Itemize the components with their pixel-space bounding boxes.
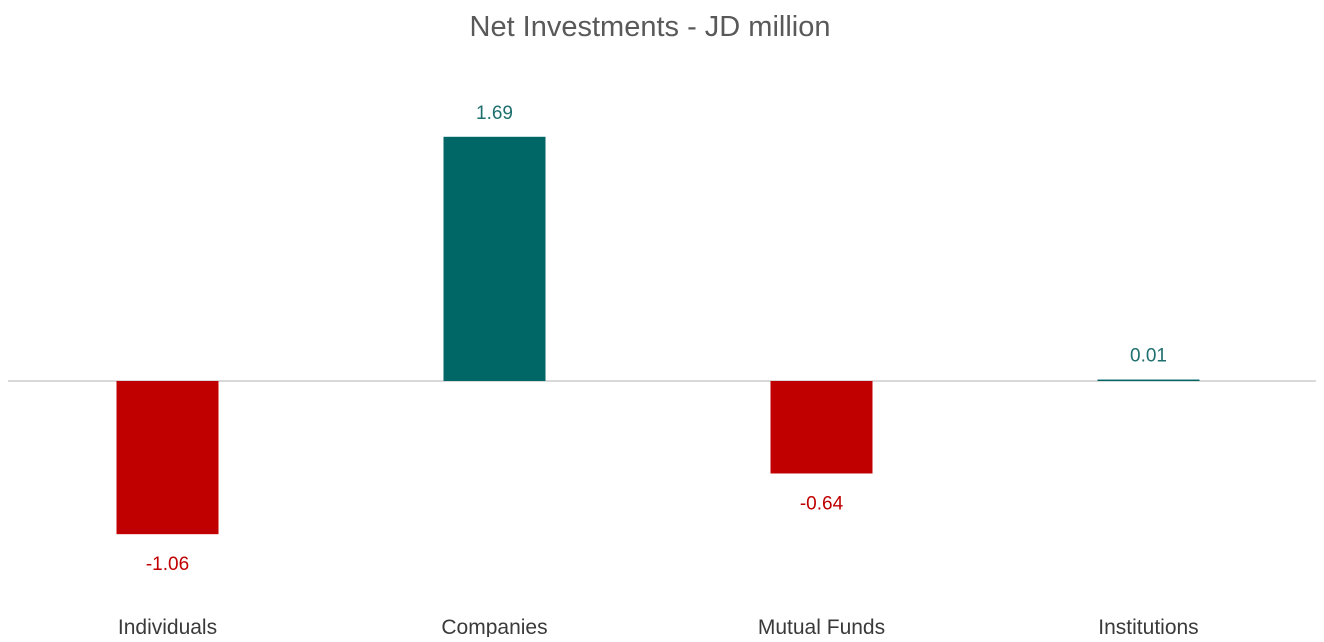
data-label-companies: 1.69 <box>476 103 513 124</box>
bar-mutual-funds <box>770 381 873 474</box>
bar-individuals <box>116 381 219 535</box>
data-label-mutual-funds: -0.64 <box>800 493 844 514</box>
data-label-institutions: 0.01 <box>1130 346 1167 367</box>
category-label-institutions: Institutions <box>1098 616 1198 637</box>
data-label-individuals: -1.06 <box>146 554 189 575</box>
chart-title: Net Investments - JD million <box>470 11 831 43</box>
bar-institutions <box>1097 379 1200 381</box>
category-label-companies: Companies <box>441 616 547 637</box>
bar-companies <box>443 136 546 381</box>
category-label-mutual-funds: Mutual Funds <box>758 616 885 637</box>
category-label-individuals: Individuals <box>118 616 217 637</box>
